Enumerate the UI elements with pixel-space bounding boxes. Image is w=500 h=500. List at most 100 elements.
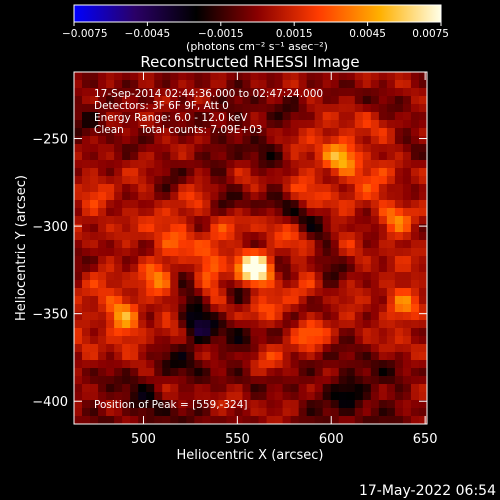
heatmap-cell <box>226 280 236 289</box>
heatmap-cell <box>114 320 123 329</box>
heatmap-cell <box>378 280 388 289</box>
heatmap-cell <box>394 168 404 177</box>
heatmap-cell <box>386 264 396 273</box>
heatmap-cell <box>330 400 340 409</box>
heatmap-cell <box>146 352 155 361</box>
heatmap-cell <box>242 376 252 385</box>
heatmap-cell <box>210 272 220 281</box>
heatmap-cell <box>362 256 372 265</box>
heatmap-cell <box>178 384 187 393</box>
heatmap-cell <box>418 288 427 297</box>
heatmap-cell <box>354 184 364 193</box>
heatmap-cell <box>226 376 236 385</box>
heatmap-cell <box>90 96 99 105</box>
heatmap-cell <box>258 120 268 129</box>
heatmap-cell <box>210 152 220 161</box>
heatmap-cell <box>266 160 276 169</box>
heatmap-cell <box>146 88 155 97</box>
heatmap-cell <box>178 104 187 113</box>
heatmap-cell <box>178 208 187 217</box>
heatmap-cell <box>82 144 91 153</box>
heatmap-cell <box>338 248 348 257</box>
heatmap-cell <box>202 368 211 377</box>
colorbar-tick-label: 0.0015 <box>276 28 313 40</box>
heatmap-cell <box>122 304 131 313</box>
heatmap-cell <box>378 72 388 81</box>
heatmap-cell <box>330 384 340 393</box>
heatmap-cell <box>298 248 308 257</box>
heatmap-cell <box>114 80 123 89</box>
heatmap-cell <box>250 240 260 249</box>
heatmap-cell <box>226 88 236 97</box>
heatmap-cell <box>202 400 211 409</box>
heatmap-cell <box>394 336 404 345</box>
heatmap-cell <box>226 216 236 225</box>
heatmap-cell <box>202 128 211 137</box>
heatmap-cell <box>378 344 388 353</box>
heatmap-cell <box>322 264 332 273</box>
heatmap-cell <box>266 224 276 233</box>
heatmap-cell <box>146 416 155 424</box>
heatmap-cell <box>346 88 356 97</box>
heatmap-cell <box>394 144 404 153</box>
heatmap-cell <box>346 200 356 209</box>
heatmap-cell <box>234 360 244 369</box>
heatmap-cell <box>242 392 252 401</box>
heatmap-cell <box>146 200 155 209</box>
heatmap-cell <box>378 264 388 273</box>
heatmap-cell <box>178 392 187 401</box>
heatmap-cell <box>146 384 155 393</box>
heatmap-cell <box>202 112 211 121</box>
heatmap-cell <box>210 312 220 321</box>
heatmap-cell <box>338 288 348 297</box>
heatmap-cell <box>82 256 91 265</box>
heatmap-cell <box>218 288 228 297</box>
heatmap-cell <box>298 96 308 105</box>
heatmap-cell <box>130 272 139 281</box>
heatmap-cell <box>250 264 260 273</box>
heatmap-cell <box>282 216 292 225</box>
heatmap-cell <box>274 264 284 273</box>
heatmap-cell <box>226 72 236 81</box>
heatmap-cell <box>386 272 396 281</box>
heatmap-cell <box>266 408 276 417</box>
heatmap-cell <box>394 368 404 377</box>
heatmap-cell <box>170 120 179 129</box>
heatmap-cell <box>330 408 340 417</box>
heatmap-cell <box>162 136 171 145</box>
heatmap-cell <box>234 400 244 409</box>
heatmap-cell <box>314 312 324 321</box>
heatmap-cell <box>218 192 228 201</box>
heatmap-cell <box>266 152 276 161</box>
heatmap-cell <box>266 176 276 185</box>
heatmap-cell <box>242 120 252 129</box>
heatmap-cell <box>210 328 220 337</box>
heatmap-cell <box>362 144 372 153</box>
heatmap-cell <box>242 104 252 113</box>
heatmap-cell <box>298 224 308 233</box>
heatmap-cell <box>258 384 268 393</box>
heatmap-cell <box>82 400 91 409</box>
heatmap-cell <box>242 96 252 105</box>
heatmap-cell <box>258 240 268 249</box>
heatmap-cell <box>242 400 252 409</box>
heatmap-cell <box>226 296 236 305</box>
heatmap-cell <box>290 264 300 273</box>
heatmap-cell <box>378 272 388 281</box>
heatmap-cell <box>338 408 348 417</box>
heatmap-cell <box>122 232 131 241</box>
heatmap-cell <box>322 248 332 257</box>
heatmap-cell <box>170 360 179 369</box>
heatmap-cell <box>98 144 107 153</box>
annotation-time-range: 17-Sep-2014 02:44:36.000 to 02:47:24.000 <box>94 88 323 100</box>
heatmap-cell <box>210 336 220 345</box>
heatmap-cell <box>146 256 155 265</box>
heatmap-cell <box>202 376 211 385</box>
heatmap-cell <box>154 312 163 321</box>
heatmap-cell <box>378 376 388 385</box>
heatmap-cell <box>354 304 364 313</box>
heatmap-cell <box>114 88 123 97</box>
heatmap-cell <box>314 240 324 249</box>
heatmap-cell <box>98 392 107 401</box>
heatmap-cell <box>226 200 236 209</box>
